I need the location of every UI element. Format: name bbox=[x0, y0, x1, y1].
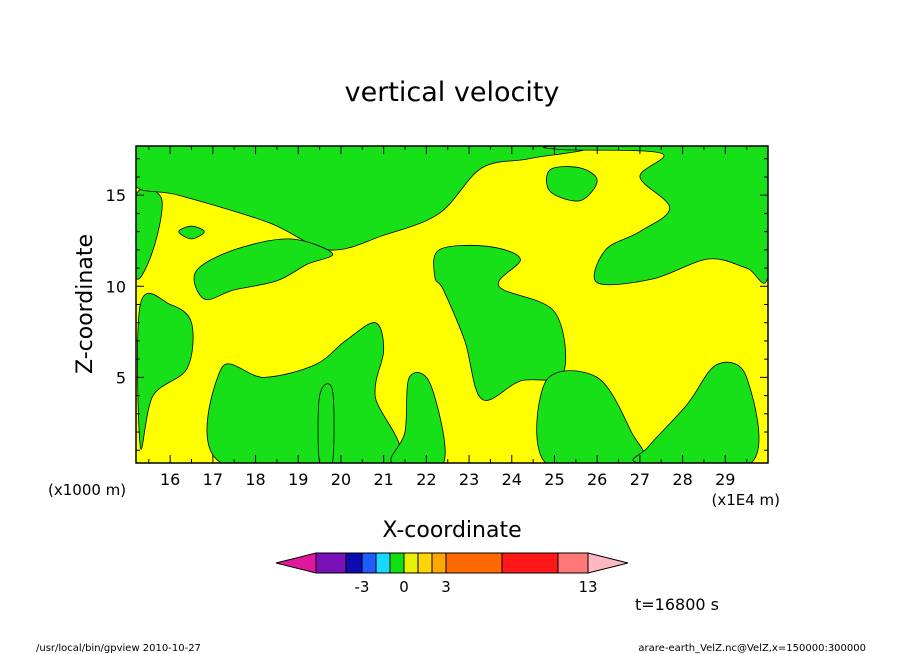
field-region-2 bbox=[136, 146, 588, 251]
x-tick-label: 16 bbox=[160, 470, 180, 489]
field-region-0 bbox=[137, 292, 194, 450]
x-tick-label: 26 bbox=[587, 470, 607, 489]
colorbar-bin bbox=[431, 552, 447, 574]
x-tick-label: 19 bbox=[288, 470, 308, 489]
chart-title: vertical velocity bbox=[345, 77, 560, 108]
colorbar-bin bbox=[445, 552, 503, 574]
colorbar-bin bbox=[557, 552, 589, 574]
colorbar-tick-label: 0 bbox=[399, 578, 409, 596]
x-tick-label: 20 bbox=[331, 470, 351, 489]
x-tick-label: 17 bbox=[203, 470, 223, 489]
x-tick-label: 25 bbox=[544, 470, 564, 489]
colorbar-bin bbox=[403, 552, 419, 574]
field-region-5 bbox=[206, 322, 401, 463]
colorbar-bin bbox=[315, 552, 347, 574]
x-unit-left: (x1000 m) bbox=[48, 481, 126, 499]
colorbar-arrow-high bbox=[587, 552, 629, 574]
x-unit-right: (x1E4 m) bbox=[711, 491, 780, 509]
field-region-11 bbox=[543, 146, 768, 286]
x-tick-label: 28 bbox=[672, 470, 692, 489]
plot-area bbox=[135, 145, 769, 464]
x-tick-label: 18 bbox=[245, 470, 265, 489]
colorbar-bin bbox=[417, 552, 433, 574]
field-region-4 bbox=[193, 238, 333, 301]
x-tick-label: 23 bbox=[459, 470, 479, 489]
y-tick-label: 5 bbox=[116, 368, 126, 387]
colorbar-tick-label: 3 bbox=[441, 578, 451, 596]
field-region-1 bbox=[136, 187, 163, 280]
x-axis-ticks: 16 17 18 19 20 21 22 23 24 25 26 27 28 29 bbox=[148, 146, 748, 489]
x-axis-label: X-coordinate bbox=[382, 518, 521, 543]
colorbar-labels: -3 0 3 13 bbox=[355, 578, 598, 596]
x-tick-label: 29 bbox=[715, 470, 735, 489]
colorbar-tick-label: -3 bbox=[355, 578, 370, 596]
field-region-12 bbox=[632, 361, 760, 463]
footer-right: arare-earth_VelZ.nc@VelZ,x=150000:300000 bbox=[638, 643, 866, 654]
field-region-8 bbox=[433, 244, 567, 401]
colorbar-arrow-low bbox=[275, 552, 317, 574]
x-tick-label: 24 bbox=[502, 470, 522, 489]
y-axis-ticks: 5 10 15 bbox=[106, 158, 768, 451]
field-region-7 bbox=[390, 372, 446, 463]
x-tick-label: 27 bbox=[630, 470, 650, 489]
colorbar-bin bbox=[375, 552, 391, 574]
y-tick-label: 10 bbox=[106, 277, 126, 296]
x-tick-label: 21 bbox=[373, 470, 393, 489]
colorbar bbox=[275, 552, 629, 574]
x-tick-label: 22 bbox=[416, 470, 436, 489]
field-region-6 bbox=[317, 383, 335, 463]
colorbar-bin bbox=[501, 552, 559, 574]
time-label: t=16800 s bbox=[635, 595, 719, 614]
field-region-3 bbox=[178, 225, 205, 240]
colorbar-bin bbox=[345, 552, 363, 574]
colorbar-tick-label: 13 bbox=[578, 578, 597, 596]
colorbar-bin bbox=[389, 552, 405, 574]
colorbar-bin bbox=[361, 552, 377, 574]
field-region-10 bbox=[546, 166, 598, 202]
footer-left: /usr/local/bin/gpview 2010-10-27 bbox=[36, 643, 201, 654]
y-axis-label: Z-coordinate bbox=[73, 234, 98, 374]
field-regions bbox=[136, 146, 768, 463]
y-tick-label: 15 bbox=[106, 186, 126, 205]
